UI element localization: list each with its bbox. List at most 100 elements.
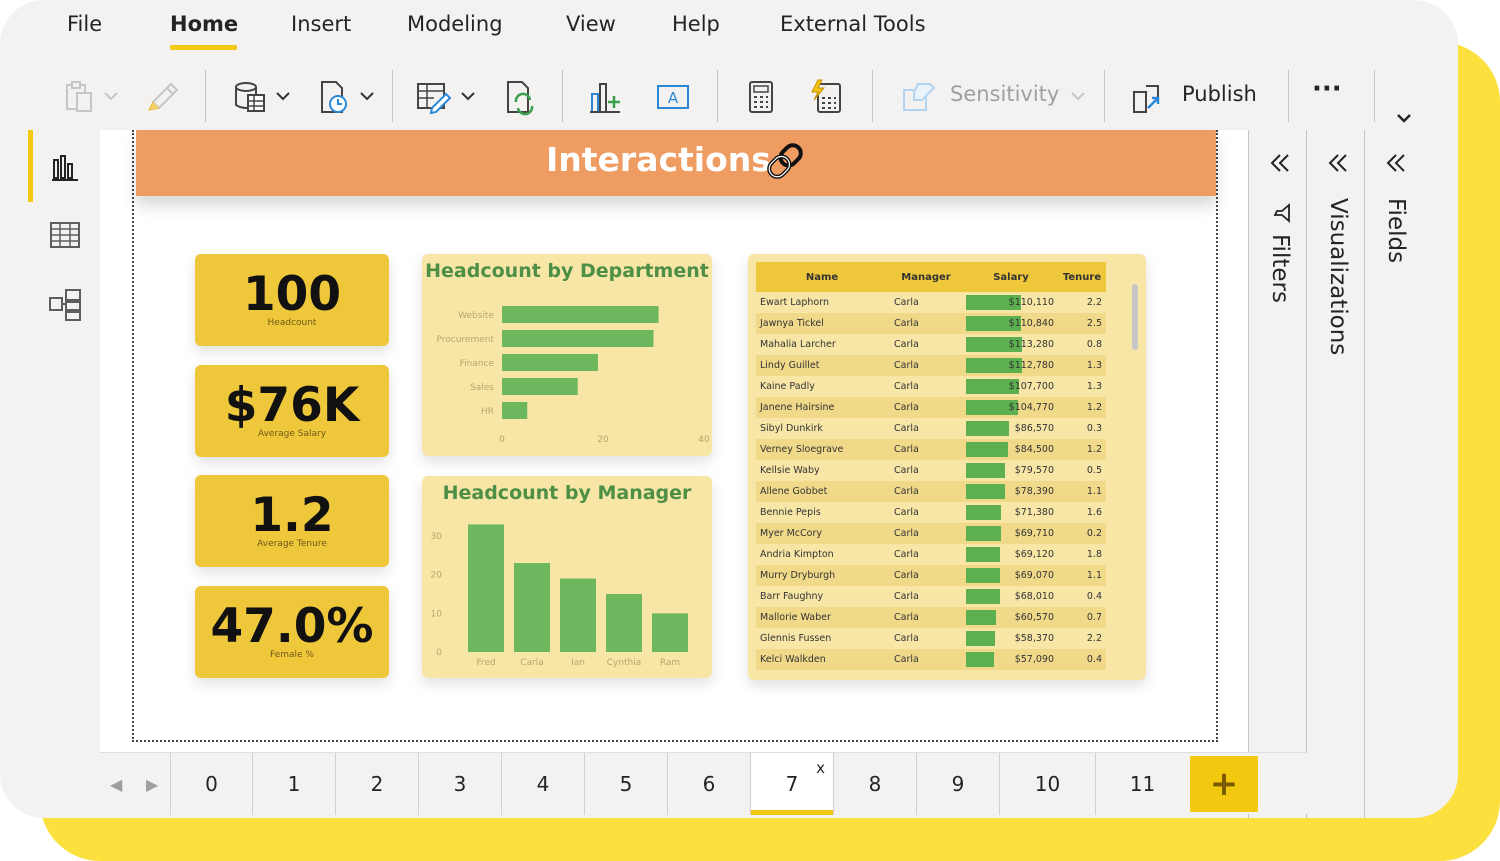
column-header-name[interactable]: Name [805, 271, 839, 283]
column-header-tenure[interactable]: Tenure [1062, 271, 1102, 283]
table-row[interactable]: Lindy Guillet Carla $112,780 1.3 [756, 355, 1106, 376]
page-tab-3[interactable]: 3 [418, 753, 501, 815]
paste-chevron-down-icon[interactable] [103, 88, 119, 104]
page-tab-8[interactable]: 8 [833, 753, 916, 815]
manager-category-label: Ian [571, 658, 585, 668]
menu-insert[interactable]: Insert [291, 12, 352, 36]
menu-modeling[interactable]: Modeling [407, 12, 503, 36]
page-tab-label: 6 [702, 772, 716, 796]
table-row[interactable]: Janene Hairsine Carla $104,770 1.2 [756, 397, 1106, 418]
cell-manager: Carla [894, 528, 919, 539]
fields-pane-label[interactable]: Fields [1383, 198, 1409, 264]
report-page[interactable]: Interactions 100 Headcount $76K Average … [132, 130, 1218, 742]
cell-tenure: 1.1 [1086, 570, 1102, 581]
scroll-tabs-right-icon[interactable]: ▶ [146, 775, 159, 794]
page-tab-1[interactable]: 1 [252, 753, 335, 815]
table-row[interactable]: Murry Dryburgh Carla $69,070 1.1 [756, 565, 1106, 586]
page-tab-9[interactable]: 9 [916, 753, 999, 815]
manager-column-chart[interactable]: 0 10 20 30 Fred Carla Ian Cynthia Ram Headcount … [422, 476, 712, 678]
more-options-button[interactable]: ··· [1312, 74, 1342, 104]
table-scrollbar-thumb[interactable] [1132, 284, 1138, 350]
table-row[interactable]: Kellsie Waby Carla $79,570 0.5 [756, 460, 1106, 481]
employee-table[interactable]: Name Manager Salary Tenure Ewart Laphorn… [748, 254, 1146, 680]
table-row[interactable]: Glennis Fussen Carla $58,370 2.2 [756, 628, 1106, 649]
kpi-card-average-tenure[interactable]: 1.2 Average Tenure [195, 475, 389, 567]
paste-icon[interactable] [60, 78, 98, 116]
cell-name: Barr Faughny [760, 591, 824, 602]
sensitivity-chevron-down-icon[interactable] [1070, 88, 1086, 104]
kpi-card-headcount[interactable]: 100 Headcount [195, 254, 389, 346]
table-row[interactable]: Myer McCory Carla $69,710 0.2 [756, 523, 1106, 544]
table-row[interactable]: Kelci Walkden Carla $57,090 0.4 [756, 649, 1106, 670]
quick-measure-icon[interactable] [808, 78, 846, 116]
refresh-icon[interactable] [502, 78, 540, 116]
page-tab-0[interactable]: 0 [170, 753, 252, 815]
collapse-fields-chevron-icon[interactable] [1383, 150, 1409, 176]
kpi-card-average-salary[interactable]: $76K Average Salary [195, 365, 389, 457]
recent-sources-chevron-down-icon[interactable] [359, 88, 375, 104]
salary-text: $104,770 [1008, 402, 1054, 413]
ribbon-separator [562, 70, 563, 122]
new-visual-icon[interactable] [586, 78, 624, 116]
table-row[interactable]: Bennie Pepis Carla $71,380 1.6 [756, 502, 1106, 523]
menu-view[interactable]: View [566, 12, 616, 36]
expand-ribbon-chevron-icon[interactable] [1396, 110, 1412, 126]
filters-pane[interactable]: Filters [1248, 130, 1306, 818]
fields-pane[interactable]: Fields [1364, 130, 1458, 818]
column-header-manager[interactable]: Manager [901, 271, 951, 283]
table-row[interactable]: Barr Faughny Carla $68,010 0.4 [756, 586, 1106, 607]
text-box-icon[interactable]: A [654, 78, 692, 116]
menu-help[interactable]: Help [672, 12, 720, 36]
menu-external-tools[interactable]: External Tools [780, 12, 926, 36]
table-row[interactable]: Ewart Laphorn Carla $110,110 2.2 [756, 292, 1106, 313]
model-view-icon[interactable] [44, 284, 86, 326]
get-data-icon[interactable] [232, 78, 270, 116]
salary-data-bar [966, 652, 995, 667]
kpi-card-female-percent[interactable]: 47.0% Female % [195, 586, 389, 678]
table-row[interactable]: Mallorie Waber Carla $60,570 0.7 [756, 607, 1106, 628]
visualizations-pane-label[interactable]: Visualizations [1325, 198, 1351, 356]
table-row[interactable]: Kaine Padly Carla $107,700 1.3 [756, 376, 1106, 397]
new-measure-icon[interactable] [742, 78, 780, 116]
publish-button[interactable]: Publish [1182, 82, 1257, 106]
table-header: Name Manager Salary Tenure [756, 262, 1106, 292]
page-tab-5[interactable]: 5 [584, 753, 667, 815]
recent-sources-icon[interactable] [316, 78, 354, 116]
page-tab-4[interactable]: 4 [501, 753, 584, 815]
publish-icon[interactable] [1130, 78, 1168, 116]
menu-home[interactable]: Home [170, 12, 239, 36]
collapse-visualizations-chevron-icon[interactable] [1325, 150, 1351, 176]
table-row[interactable]: Verney Sloegrave Carla $84,500 1.2 [756, 439, 1106, 460]
visualizations-pane[interactable]: Visualizations [1306, 130, 1364, 818]
cell-manager: Carla [894, 570, 919, 581]
dept-bar-chart[interactable]: Website Procurement Finance Sales HR 0 20 40 He… [422, 254, 712, 456]
table-row[interactable]: Sibyl Dunkirk Carla $86,570 0.3 [756, 418, 1106, 439]
page-tab-11[interactable]: 11 [1095, 753, 1189, 815]
filters-pane-label[interactable]: Filters [1267, 234, 1293, 303]
sensitivity-icon[interactable] [900, 78, 938, 116]
transform-data-icon[interactable] [414, 78, 452, 116]
menu-file[interactable]: File [67, 12, 103, 36]
collapse-filters-chevron-icon[interactable] [1267, 150, 1293, 176]
cell-name: Mallorie Waber [760, 612, 831, 623]
table-row[interactable]: Jawnya Tickel Carla $110,840 2.5 [756, 313, 1106, 334]
scroll-tabs-left-icon[interactable]: ◀ [110, 775, 123, 794]
get-data-chevron-down-icon[interactable] [275, 88, 291, 104]
column-header-salary[interactable]: Salary [993, 271, 1029, 283]
transform-data-chevron-down-icon[interactable] [460, 88, 476, 104]
add-page-button[interactable]: + [1190, 756, 1258, 812]
table-row[interactable]: Mahalia Larcher Carla $113,280 0.8 [756, 334, 1106, 355]
sensitivity-button[interactable]: Sensitivity [950, 82, 1060, 106]
page-tab-10[interactable]: 10 [999, 753, 1095, 815]
table-row[interactable]: Andria Kimpton Carla $69,120 1.8 [756, 544, 1106, 565]
close-tab-icon[interactable]: x [816, 759, 825, 777]
data-view-icon[interactable] [44, 214, 86, 256]
format-painter-icon[interactable] [145, 78, 183, 116]
manager-category-label: Carla [520, 658, 544, 668]
report-view-icon[interactable] [44, 146, 86, 188]
page-tab-2[interactable]: 2 [335, 753, 418, 815]
table-row[interactable]: Allene Gobbet Carla $78,390 1.1 [756, 481, 1106, 502]
cell-salary: $112,780 [964, 355, 1058, 376]
page-tab-6[interactable]: 6 [667, 753, 750, 815]
